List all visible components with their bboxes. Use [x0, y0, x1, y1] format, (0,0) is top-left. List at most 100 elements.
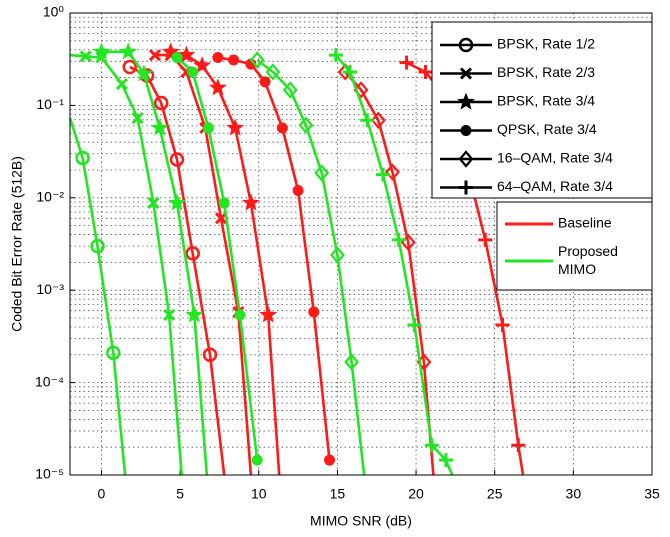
marker [370, 111, 386, 129]
legend-label: QPSK, Rate 3/4 [497, 121, 597, 137]
x-axis-label: MIMO SNR (dB) [310, 513, 412, 529]
marker [119, 42, 138, 60]
marker [324, 454, 336, 466]
marker [495, 318, 510, 333]
marker [90, 238, 105, 254]
marker [376, 167, 391, 182]
marker [187, 66, 199, 78]
marker [459, 67, 473, 80]
marker [228, 54, 240, 66]
y-tick-label: 10⁻² [36, 189, 64, 205]
marker [265, 63, 281, 81]
marker [75, 150, 90, 166]
marker [399, 55, 414, 70]
marker [135, 64, 153, 82]
marker [148, 49, 162, 62]
marker [122, 59, 138, 75]
y-tick-label: 10⁻¹ [36, 96, 64, 112]
legend-box [496, 201, 653, 291]
legend: Baseline Proposed MIMO [496, 201, 653, 291]
x-tick-label: 0 [98, 486, 106, 502]
marker [328, 48, 343, 63]
marker [259, 76, 271, 88]
marker [353, 81, 369, 99]
marker [106, 345, 121, 361]
x-tick-label: 10 [251, 486, 267, 502]
y-axis-label: Coded Bit Error Rate (512B) [9, 156, 25, 332]
marker [438, 453, 453, 468]
marker [458, 150, 474, 168]
marker [298, 116, 314, 134]
marker [457, 92, 475, 110]
marker [150, 118, 169, 136]
marker [171, 51, 183, 63]
x-tick-label: 25 [487, 486, 503, 502]
legend-label: BPSK, Rate 2/3 [497, 64, 595, 80]
marker [242, 193, 260, 211]
y-tick-label: 10⁻⁴ [35, 373, 64, 389]
legend-label: BPSK, Rate 1/2 [497, 36, 595, 52]
legend-label: 64–QAM, Rate 3/4 [497, 178, 613, 194]
marker [168, 193, 186, 211]
marker [458, 37, 474, 53]
marker [391, 232, 406, 247]
marker [329, 246, 345, 264]
marker [424, 438, 439, 453]
x-tick-label: 5 [176, 486, 184, 502]
y-tick-label: 10⁻³ [36, 281, 64, 297]
x-tick-label: 30 [566, 486, 582, 502]
legend-label: Baseline [558, 215, 612, 231]
marker [407, 318, 422, 333]
marker [115, 78, 128, 91]
marker [314, 164, 330, 182]
y-tick-label: 10⁰ [43, 4, 65, 20]
series-line [69, 53, 183, 476]
y-tick-label: 10⁻⁵ [35, 466, 64, 482]
marker [234, 309, 246, 321]
x-tick-label: 20 [408, 486, 424, 502]
x-tick-label: 35 [644, 486, 660, 502]
x-tick-label: 15 [330, 486, 346, 502]
marker [226, 118, 245, 136]
marker [276, 122, 288, 134]
marker [292, 184, 304, 196]
marker [460, 125, 472, 136]
marker [202, 122, 214, 134]
marker [511, 438, 526, 453]
marker [202, 347, 218, 363]
series-line [68, 117, 127, 476]
marker [259, 305, 278, 323]
marker [163, 308, 176, 321]
legend-label: BPSK, Rate 3/4 [497, 93, 595, 109]
marker [385, 163, 400, 181]
marker [342, 64, 357, 79]
marker [459, 180, 473, 195]
marker [177, 45, 196, 63]
marker [209, 78, 227, 96]
legend-label: Proposed MIMO [558, 243, 618, 277]
legend-label: 16–QAM, Rate 3/4 [497, 150, 613, 166]
marker [218, 197, 230, 209]
marker [360, 113, 375, 128]
legend: BPSK, Rate 1/2 BPSK, Rate 2/3 BPSK, Rate 3… [431, 21, 653, 199]
marker [147, 196, 160, 209]
marker [308, 306, 320, 318]
marker [214, 212, 228, 225]
marker [478, 232, 493, 247]
marker [249, 51, 265, 69]
marker [185, 246, 200, 261]
marker [193, 56, 211, 74]
marker [212, 51, 224, 63]
marker [153, 95, 169, 111]
marker [418, 64, 433, 79]
marker [169, 152, 185, 167]
marker [79, 50, 92, 63]
series-line [344, 71, 435, 476]
marker [251, 454, 263, 466]
marker [344, 353, 360, 371]
marker [161, 42, 180, 60]
marker [185, 305, 204, 323]
marker [92, 42, 111, 60]
marker [282, 81, 298, 99]
